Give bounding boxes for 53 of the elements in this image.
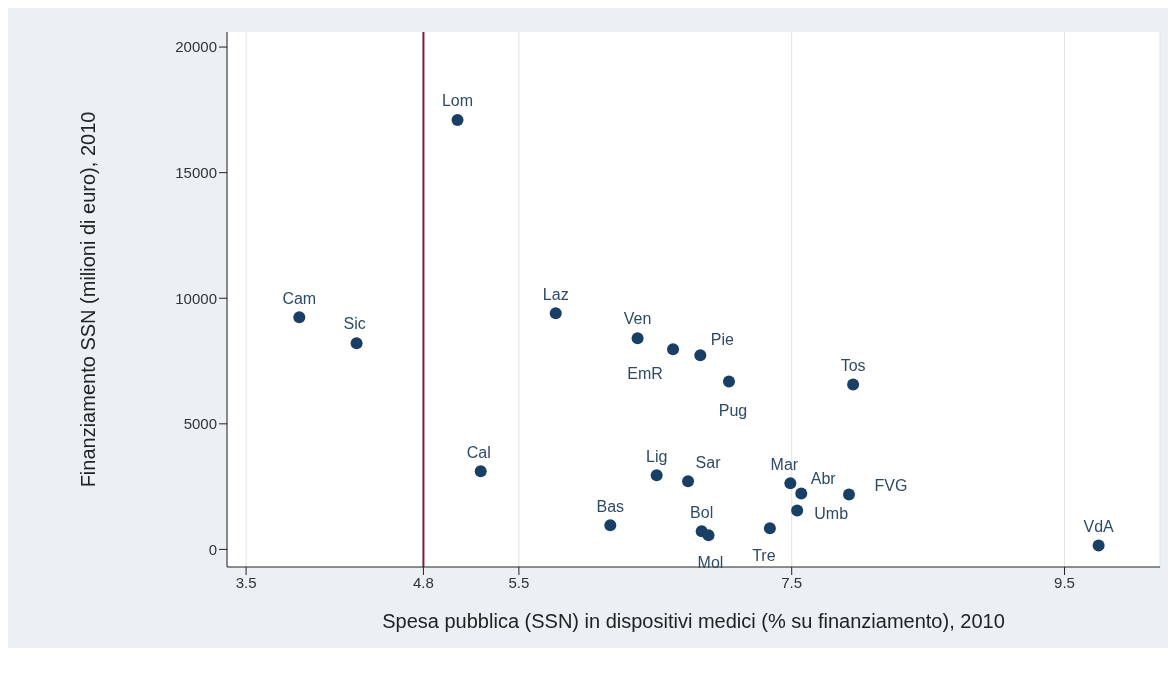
point [631,332,644,345]
annotation: Sar [695,453,722,471]
point [293,311,306,324]
point [350,337,363,350]
point [702,529,715,542]
y-tick-label: 20000 [175,38,217,56]
annotation: Umb [814,504,849,522]
point [667,343,680,356]
x-tick-label: 3.5 [235,573,257,591]
point [722,375,735,388]
point [1092,539,1105,552]
annotation: Pug [718,401,748,419]
point [763,522,776,535]
y-axis-title: Finanziamento SSN (milioni di euro), 2010 [77,111,100,488]
annotation: Lom [441,92,474,110]
annotation: EmR [627,365,663,383]
point [847,378,860,391]
annotation: Ven [623,310,652,328]
annotation: Mar [770,455,799,473]
point [604,519,617,532]
annotation: Cam [282,289,317,307]
point [795,487,808,500]
point [451,113,464,126]
annotation: Laz [542,285,569,303]
annotation: Bol [690,503,714,521]
annotation: Cal [466,443,491,461]
x-tick-label: 5.5 [508,573,530,591]
annotation: Tos [840,356,866,374]
point [549,307,562,320]
annotation: FVG [874,476,908,494]
point [843,488,855,501]
point [650,469,663,482]
point [784,477,797,490]
annotation: Pie [710,331,734,349]
y-tick-label: 5000 [183,415,217,433]
y-tick-label: 10000 [175,289,217,307]
annotation: Tre [752,546,776,564]
annotation: VdA [1083,517,1115,535]
y-tick-label: 0 [208,540,217,558]
point [682,475,695,488]
annotation: Sic [343,315,366,333]
point [791,504,804,517]
x-axis-title: Spesa pubblica (SSN) in dispositivi medici (% su finanziamento), 2010 [382,610,1005,632]
x-tick-label: 4.8 [412,573,434,591]
point [474,465,487,478]
x-tick-label: 9.5 [1054,573,1075,591]
point [694,349,707,362]
annotation: Lig [645,447,668,465]
x-tick-label: 7.5 [781,573,803,591]
y-tick-label: 15000 [175,163,217,181]
annotation: Mol [697,553,724,571]
annotation: Bas [596,497,625,515]
annotation: Abr [810,469,837,487]
